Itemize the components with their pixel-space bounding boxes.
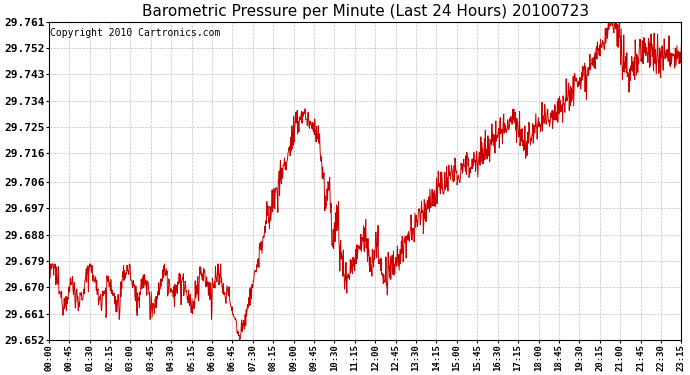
- Text: Copyright 2010 Cartronics.com: Copyright 2010 Cartronics.com: [50, 28, 221, 38]
- Title: Barometric Pressure per Minute (Last 24 Hours) 20100723: Barometric Pressure per Minute (Last 24 …: [141, 4, 589, 19]
